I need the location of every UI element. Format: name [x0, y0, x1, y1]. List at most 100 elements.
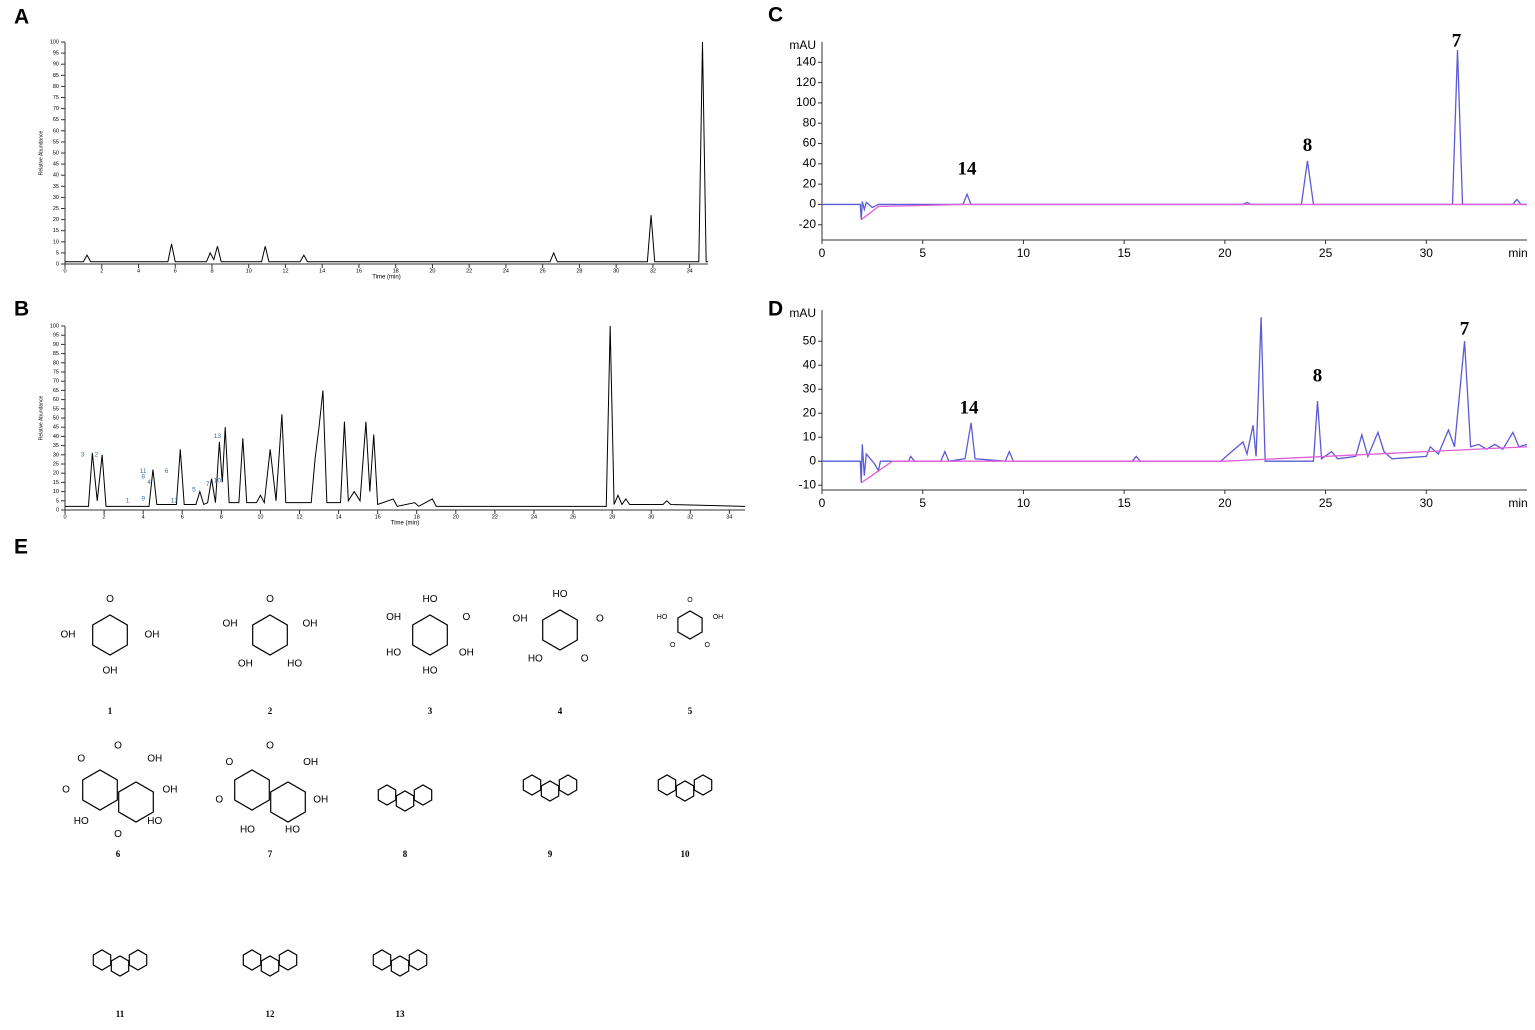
- y-tick-label: 75: [53, 369, 59, 375]
- x-tick-label: 20: [1218, 496, 1232, 510]
- x-tick-label: 10: [1017, 496, 1031, 510]
- y-tick-label: 65: [53, 388, 59, 394]
- series-line: [860, 446, 1528, 484]
- y-tick-label: 5: [56, 250, 59, 256]
- peak-label: 6: [165, 468, 169, 475]
- atom-label: O: [705, 642, 711, 649]
- atom-label: O: [596, 614, 604, 625]
- atom-label: O: [225, 757, 233, 768]
- ring: [92, 949, 112, 971]
- x-tick-label: 5: [919, 496, 926, 510]
- x-tick-label: 30: [613, 268, 619, 274]
- atom-label: HO: [423, 594, 438, 605]
- atom-label: HO: [147, 816, 162, 827]
- atom-label: HO: [657, 614, 668, 621]
- x-tick-label: 32: [687, 514, 693, 520]
- compound-number: 4: [558, 706, 563, 716]
- y-tick-label: 55: [53, 406, 59, 412]
- atom-label: O: [462, 612, 470, 623]
- peak-label: 5: [192, 486, 196, 493]
- atom-label: OH: [513, 614, 528, 625]
- peak-label: 8: [1313, 366, 1323, 387]
- x-tick-label: 24: [531, 514, 537, 520]
- y-tick-label: 55: [53, 139, 59, 145]
- y-tick-label: 20: [803, 176, 817, 190]
- series-line: [860, 203, 1527, 221]
- atom-label: OH: [713, 614, 724, 621]
- atom-label: O: [670, 642, 676, 649]
- x-tick-label: 24: [503, 268, 509, 274]
- atom-label: O: [266, 594, 274, 605]
- x-tick-label: 28: [576, 268, 582, 274]
- ring: [395, 790, 415, 812]
- peak-label: 10: [214, 477, 222, 484]
- y-tick-label: 80: [53, 360, 59, 366]
- atom-label: OH: [302, 619, 317, 630]
- y-tick-label: -10: [799, 477, 817, 491]
- compound-number: 9: [548, 849, 553, 859]
- y-axis-label: mAU: [789, 306, 816, 320]
- x-tick-label: 30: [648, 514, 654, 520]
- x-tick-label: 8: [220, 514, 223, 520]
- atom-label: OH: [103, 665, 118, 676]
- y-tick-label: 140: [796, 54, 816, 68]
- compound-number: 8: [403, 849, 408, 859]
- atom-label: O: [581, 654, 589, 665]
- atom-label: OH: [313, 794, 328, 805]
- atom-label: HO: [423, 665, 438, 676]
- y-tick-label: 35: [53, 443, 59, 449]
- y-tick-label: 10: [53, 489, 59, 495]
- atom-label: HO: [240, 824, 255, 835]
- x-axis-label: Time (min): [391, 521, 419, 527]
- y-tick-label: 0: [809, 197, 816, 211]
- y-tick-label: 95: [53, 51, 59, 57]
- peak-label: 8: [1303, 135, 1313, 156]
- ring: [657, 774, 677, 796]
- ring: [128, 949, 148, 971]
- y-tick-label: 20: [803, 405, 817, 419]
- x-axis-label: min: [1508, 246, 1527, 260]
- ring: [234, 769, 270, 811]
- ring: [270, 781, 306, 823]
- y-tick-label: -20: [799, 217, 817, 231]
- peak-label: 12: [171, 498, 179, 505]
- series-line: [822, 50, 1527, 220]
- atom-label: O: [106, 594, 114, 605]
- peak-label: 4: [147, 479, 151, 486]
- y-tick-label: 70: [53, 379, 59, 385]
- atom-label: O: [77, 753, 85, 764]
- peak-label: 8: [141, 474, 145, 481]
- atom-label: HO: [74, 816, 89, 827]
- y-tick-label: 100: [796, 95, 816, 109]
- y-tick-label: 60: [53, 128, 59, 134]
- ring: [377, 784, 397, 806]
- x-tick-label: 22: [466, 268, 472, 274]
- panel-label: E: [14, 536, 28, 559]
- x-tick-label: 0: [819, 246, 826, 260]
- atom-label: OH: [147, 753, 162, 764]
- compound-number: 5: [688, 706, 693, 716]
- atom-label: OH: [303, 757, 318, 768]
- y-tick-label: 40: [803, 156, 817, 170]
- y-tick-label: 5: [56, 498, 59, 504]
- atom-label: O: [62, 785, 70, 796]
- peak-label: 1: [126, 498, 130, 505]
- x-tick-label: 32: [650, 268, 656, 274]
- y-tick-label: 20: [53, 217, 59, 223]
- y-tick-label: 85: [53, 73, 59, 79]
- y-axis-label: Relative Abundance: [38, 131, 44, 176]
- y-tick-label: 90: [53, 342, 59, 348]
- compound-number: 6: [116, 849, 121, 859]
- panel-label: A: [14, 6, 29, 29]
- x-tick-label: 8: [210, 268, 213, 274]
- peak-label: 14: [960, 397, 980, 418]
- x-tick-label: 12: [296, 514, 302, 520]
- y-tick-label: 80: [803, 115, 817, 129]
- ring: [408, 949, 428, 971]
- x-tick-label: 16: [375, 514, 381, 520]
- ring: [82, 769, 118, 811]
- ring: [252, 614, 288, 656]
- atom-label: HO: [285, 824, 300, 835]
